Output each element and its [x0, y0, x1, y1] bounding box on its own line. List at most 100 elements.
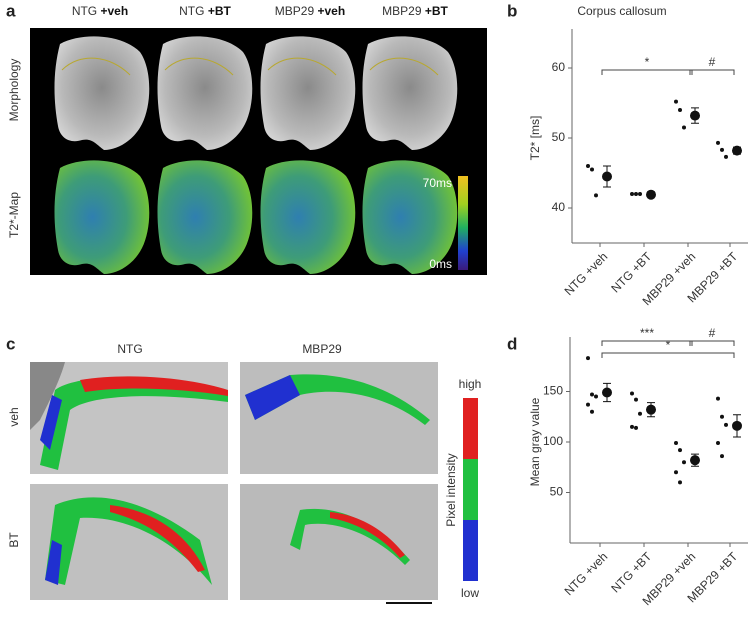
colorbar-segment [463, 520, 478, 581]
data-point [674, 470, 678, 475]
significance-bracket [601, 352, 735, 358]
column-header: NTG +BT [179, 4, 231, 18]
significance-label: * [645, 55, 650, 69]
panel-label: d [507, 334, 517, 353]
colorbar-title: Pixel intensity [444, 453, 458, 526]
data-point [638, 192, 642, 196]
y-tick-label: 100 [543, 434, 563, 448]
colorbar-label: 70ms [423, 176, 452, 190]
row-label: veh [7, 407, 21, 426]
data-point [630, 391, 634, 396]
colorbar-segment [463, 459, 478, 520]
intensity-overlay [330, 512, 405, 558]
tract-outline [369, 57, 439, 76]
colorbar-label: low [461, 586, 479, 600]
panel-label: a [6, 1, 16, 20]
data-point [724, 422, 728, 427]
colorbar-label: high [459, 377, 482, 391]
intensity-overlay [245, 375, 300, 420]
data-point [594, 394, 598, 399]
significance-label: * [666, 338, 671, 352]
panel-label: c [6, 334, 15, 353]
data-point [674, 99, 678, 104]
header-treatment: +veh [101, 4, 129, 18]
data-point [678, 480, 682, 485]
mean-point [732, 145, 742, 156]
morphology-image [362, 36, 458, 150]
mean-point [602, 171, 612, 182]
data-point [590, 167, 594, 172]
panel-label: b [507, 1, 517, 20]
data-point [716, 441, 720, 446]
data-point [720, 147, 724, 152]
data-point [630, 192, 634, 196]
row-label: T2*-Map [7, 192, 21, 238]
x-tick-label: NTG +BT [608, 549, 654, 595]
mean-point [602, 387, 612, 398]
significance-bracket [601, 69, 693, 75]
significance-bracket [601, 340, 693, 346]
mean-point [646, 404, 656, 415]
colorbar-label: 0ms [429, 257, 452, 271]
mean-point [732, 420, 742, 431]
significance-label: # [709, 55, 716, 69]
data-point [634, 397, 638, 402]
column-header: NTG +veh [72, 4, 128, 18]
data-point [682, 125, 686, 130]
morphology-image [157, 36, 253, 150]
x-tick-label: NTG +veh [562, 249, 611, 298]
data-point [720, 414, 724, 419]
x-tick-label: NTG +veh [562, 549, 611, 598]
data-point [678, 448, 682, 453]
y-tick-label: 150 [543, 384, 563, 398]
column-header: MBP29 +veh [275, 4, 345, 18]
intensity-overlay [40, 395, 62, 450]
row-label: BT [7, 532, 21, 548]
header-group: MBP29 [275, 4, 315, 18]
significance-label: *** [640, 326, 654, 340]
tract-outline [267, 57, 337, 76]
header-group: NTG [179, 4, 204, 18]
data-point [638, 411, 642, 416]
intensity-overlay [80, 376, 228, 396]
data-point [634, 192, 638, 196]
y-tick-label: 50 [552, 130, 566, 144]
y-tick-label: 60 [552, 60, 566, 74]
significance-bracket [689, 69, 735, 75]
mean-point [646, 189, 656, 200]
tissue-shadow [30, 362, 65, 430]
data-point [586, 356, 590, 361]
column-header: MBP29 +BT [382, 4, 448, 18]
intensity-overlay [290, 508, 410, 565]
data-point [590, 409, 594, 414]
data-point [630, 424, 634, 429]
column-header: NTG [117, 342, 142, 356]
data-point [724, 154, 728, 159]
y-tick-label: 40 [552, 200, 566, 214]
data-point [682, 460, 686, 465]
t2-map-image [260, 160, 356, 274]
data-point [590, 392, 594, 397]
data-point [716, 140, 720, 145]
header-group: MBP29 [382, 4, 422, 18]
data-point [634, 425, 638, 430]
data-point [716, 396, 720, 401]
data-point [720, 454, 724, 459]
mean-point [690, 455, 700, 466]
header-treatment: +BT [425, 4, 449, 18]
colorbar-segment [463, 398, 478, 459]
row-label: Morphology [7, 59, 21, 122]
t2-map-image [54, 160, 150, 274]
tract-outline [164, 57, 234, 76]
data-point [594, 193, 598, 198]
significance-bracket [689, 340, 735, 346]
intensity-overlay [45, 540, 62, 585]
data-point [674, 441, 678, 446]
significance-label: # [709, 326, 716, 340]
data-point [586, 164, 590, 168]
colorbar [458, 176, 468, 270]
chart-title: Corpus callosum [577, 4, 666, 18]
y-axis-label: Mean gray value [528, 397, 542, 486]
intensity-overlay [110, 505, 205, 572]
